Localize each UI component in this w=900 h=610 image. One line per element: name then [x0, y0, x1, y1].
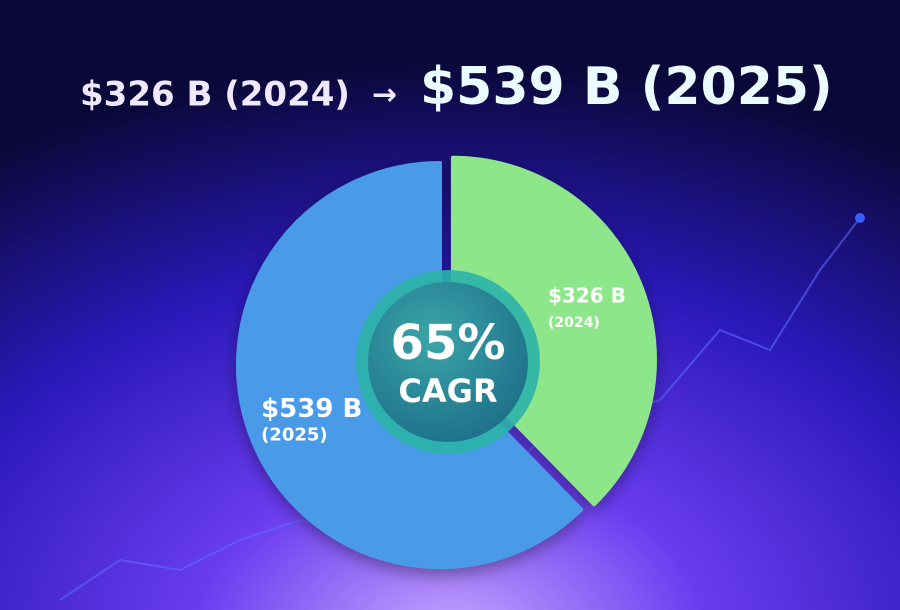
slice-value-label: $539 B [261, 394, 362, 424]
hub [368, 282, 528, 442]
center-value: 65% [391, 315, 506, 371]
title-to: $539 B (2025) [420, 57, 833, 117]
center-label: CAGR [398, 372, 497, 410]
title-arrow: → [372, 78, 397, 113]
slice-category-label: (2024) [548, 315, 600, 331]
background-dot [855, 213, 865, 223]
slice-category-label: (2025) [261, 425, 328, 446]
title-from: $326 B (2024) [80, 75, 350, 115]
slice-value-label: $326 B [548, 283, 626, 307]
pie-slice [450, 155, 657, 507]
